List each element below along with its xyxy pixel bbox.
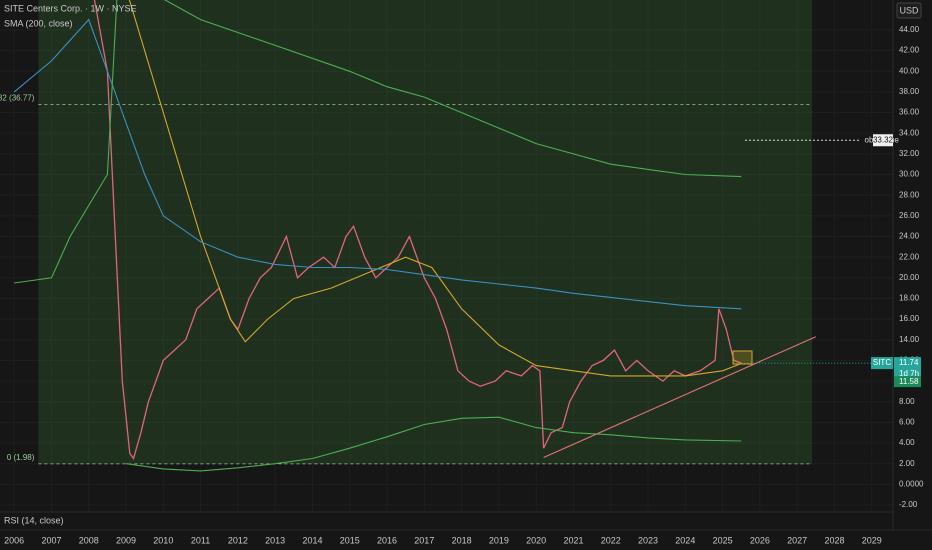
series-line xyxy=(128,0,742,377)
x-tick-label: 2016 xyxy=(377,535,397,545)
y-tick-label: 36.00 xyxy=(899,108,920,117)
series-line xyxy=(13,18,742,310)
symbol-tag xyxy=(871,357,893,370)
y-tick-label: 34.00 xyxy=(899,128,920,137)
indicator-label: SMA (200, close) xyxy=(4,18,73,28)
series-line xyxy=(125,416,742,472)
y-tick-label: 40.00 xyxy=(899,66,920,75)
countdown: 1d 7h xyxy=(899,369,919,378)
x-tick-label: 2018 xyxy=(452,535,472,545)
x-tick-label: 2026 xyxy=(750,535,770,545)
x-tick-label: 2025 xyxy=(713,535,733,545)
y-tick-label: 44.00 xyxy=(899,25,920,34)
x-tick-label: 2020 xyxy=(526,535,546,545)
y-tick-label: 26.00 xyxy=(899,211,920,220)
fib-label: 0 (1.98) xyxy=(7,453,35,462)
axes: 44.00 42.00 40.00 38.00 36.00 34.00 32.00 30.00… xyxy=(4,25,924,545)
x-tick-label: 2006 xyxy=(4,535,24,545)
x-tick-label: 2024 xyxy=(675,535,695,545)
y-tick-label: 38.00 xyxy=(899,87,920,96)
y-tick-label: 28.00 xyxy=(899,190,920,199)
y-tick-label: 20.00 xyxy=(899,273,920,282)
low-value: 11.58 xyxy=(899,377,919,386)
y-tick-label: 2.00 xyxy=(899,459,915,468)
symbol-label: SITC xyxy=(873,358,891,367)
y-tick-label: 8.00 xyxy=(899,397,915,406)
y-tick-label: 32.00 xyxy=(899,149,920,158)
target-box xyxy=(732,350,753,365)
x-tick-label: 2013 xyxy=(265,535,285,545)
x-tick-label: 2029 xyxy=(862,535,882,545)
x-tick-label: 2021 xyxy=(563,535,583,545)
y-tick-label: 22.00 xyxy=(899,252,920,261)
y-tick-label: 24.00 xyxy=(899,232,920,241)
x-tick-label: 2009 xyxy=(116,535,136,545)
series-line xyxy=(93,0,742,460)
x-tick-label: 2008 xyxy=(79,535,99,545)
y-tick-label: 0.0000 xyxy=(899,479,924,488)
y-tick-label: 4.00 xyxy=(899,438,915,447)
y-tick-label: -2.00 xyxy=(899,500,918,509)
x-tick-label: 2012 xyxy=(228,535,248,545)
currency[interactable]: USD xyxy=(899,5,919,15)
x-tick-label: 2019 xyxy=(489,535,509,545)
x-tick-label: 2023 xyxy=(638,535,658,545)
y-tick-label: 14.00 xyxy=(899,335,920,344)
low-tag xyxy=(894,376,921,388)
objective-value: 33.32 xyxy=(873,135,894,144)
x-tick-label: 2010 xyxy=(153,535,173,545)
x-tick-label: 2007 xyxy=(41,535,61,545)
series-line xyxy=(14,0,742,284)
objective-tag xyxy=(873,134,893,147)
fib-label: 382 (36.77) xyxy=(0,94,35,103)
y-tick-label: 18.00 xyxy=(899,294,920,303)
fib-zone-fill xyxy=(38,0,813,464)
x-tick-label: 2014 xyxy=(302,535,322,545)
plot-area xyxy=(13,0,817,472)
x-tick-label: 2022 xyxy=(601,535,621,545)
currency-button[interactable] xyxy=(896,2,922,19)
y-tick-label: 16.00 xyxy=(899,314,920,323)
x-tick-label: 2027 xyxy=(787,535,807,545)
fib-zone xyxy=(38,0,813,465)
chart-title: SITE Centers Corp. · 1W · NYSE xyxy=(4,3,137,13)
series-line xyxy=(543,336,817,459)
x-tick-label: 2011 xyxy=(191,535,210,545)
y-tick-label: 6.00 xyxy=(899,417,915,426)
x-tick-label: 2017 xyxy=(414,535,434,545)
x-tick-label: 2015 xyxy=(340,535,360,545)
price-value: 11.74 xyxy=(899,358,919,367)
indicator-label: RSI (14, close) xyxy=(4,515,64,525)
y-tick-label: 30.00 xyxy=(899,170,920,179)
x-tick-label: 2028 xyxy=(824,535,844,545)
y-tick-label: 42.00 xyxy=(899,46,920,55)
